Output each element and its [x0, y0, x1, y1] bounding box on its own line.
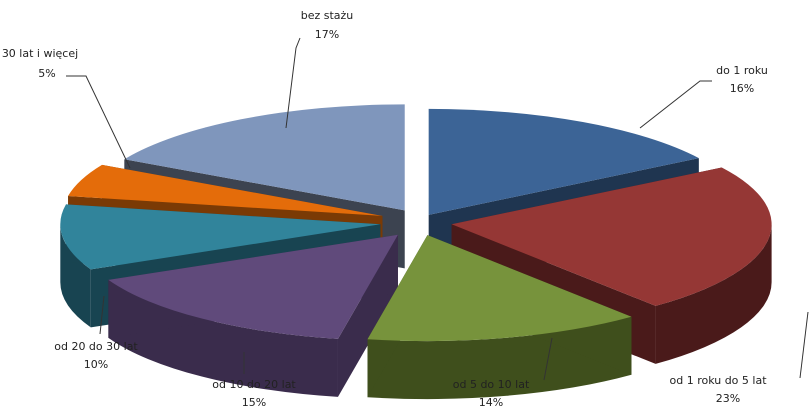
data-label-category-4: od 10 do 20 lat	[212, 378, 296, 391]
data-label-value-3: 14%	[479, 396, 503, 409]
data-label-value-7: 17%	[315, 28, 339, 41]
data-label-value-5: 10%	[84, 358, 108, 371]
data-label-category-2: od 1 roku do 5 lat	[669, 374, 767, 387]
data-label-value-2: 23%	[716, 392, 740, 405]
leader-line-1	[640, 81, 712, 128]
data-label-value-4: 15%	[242, 396, 266, 409]
data-label-category-3: od 5 do 10 lat	[453, 378, 530, 391]
data-label-category-6: 30 lat i więcej	[2, 47, 78, 60]
leader-line-2	[800, 312, 808, 378]
data-label-category-1: do 1 roku	[716, 64, 768, 77]
data-label-category-7: bez stażu	[301, 9, 354, 22]
data-label-category-5: od 20 do 30 lat	[54, 340, 138, 353]
data-label-value-1: 16%	[730, 82, 754, 95]
data-label-value-6: 5%	[38, 67, 55, 80]
leader-line-6	[66, 76, 130, 168]
